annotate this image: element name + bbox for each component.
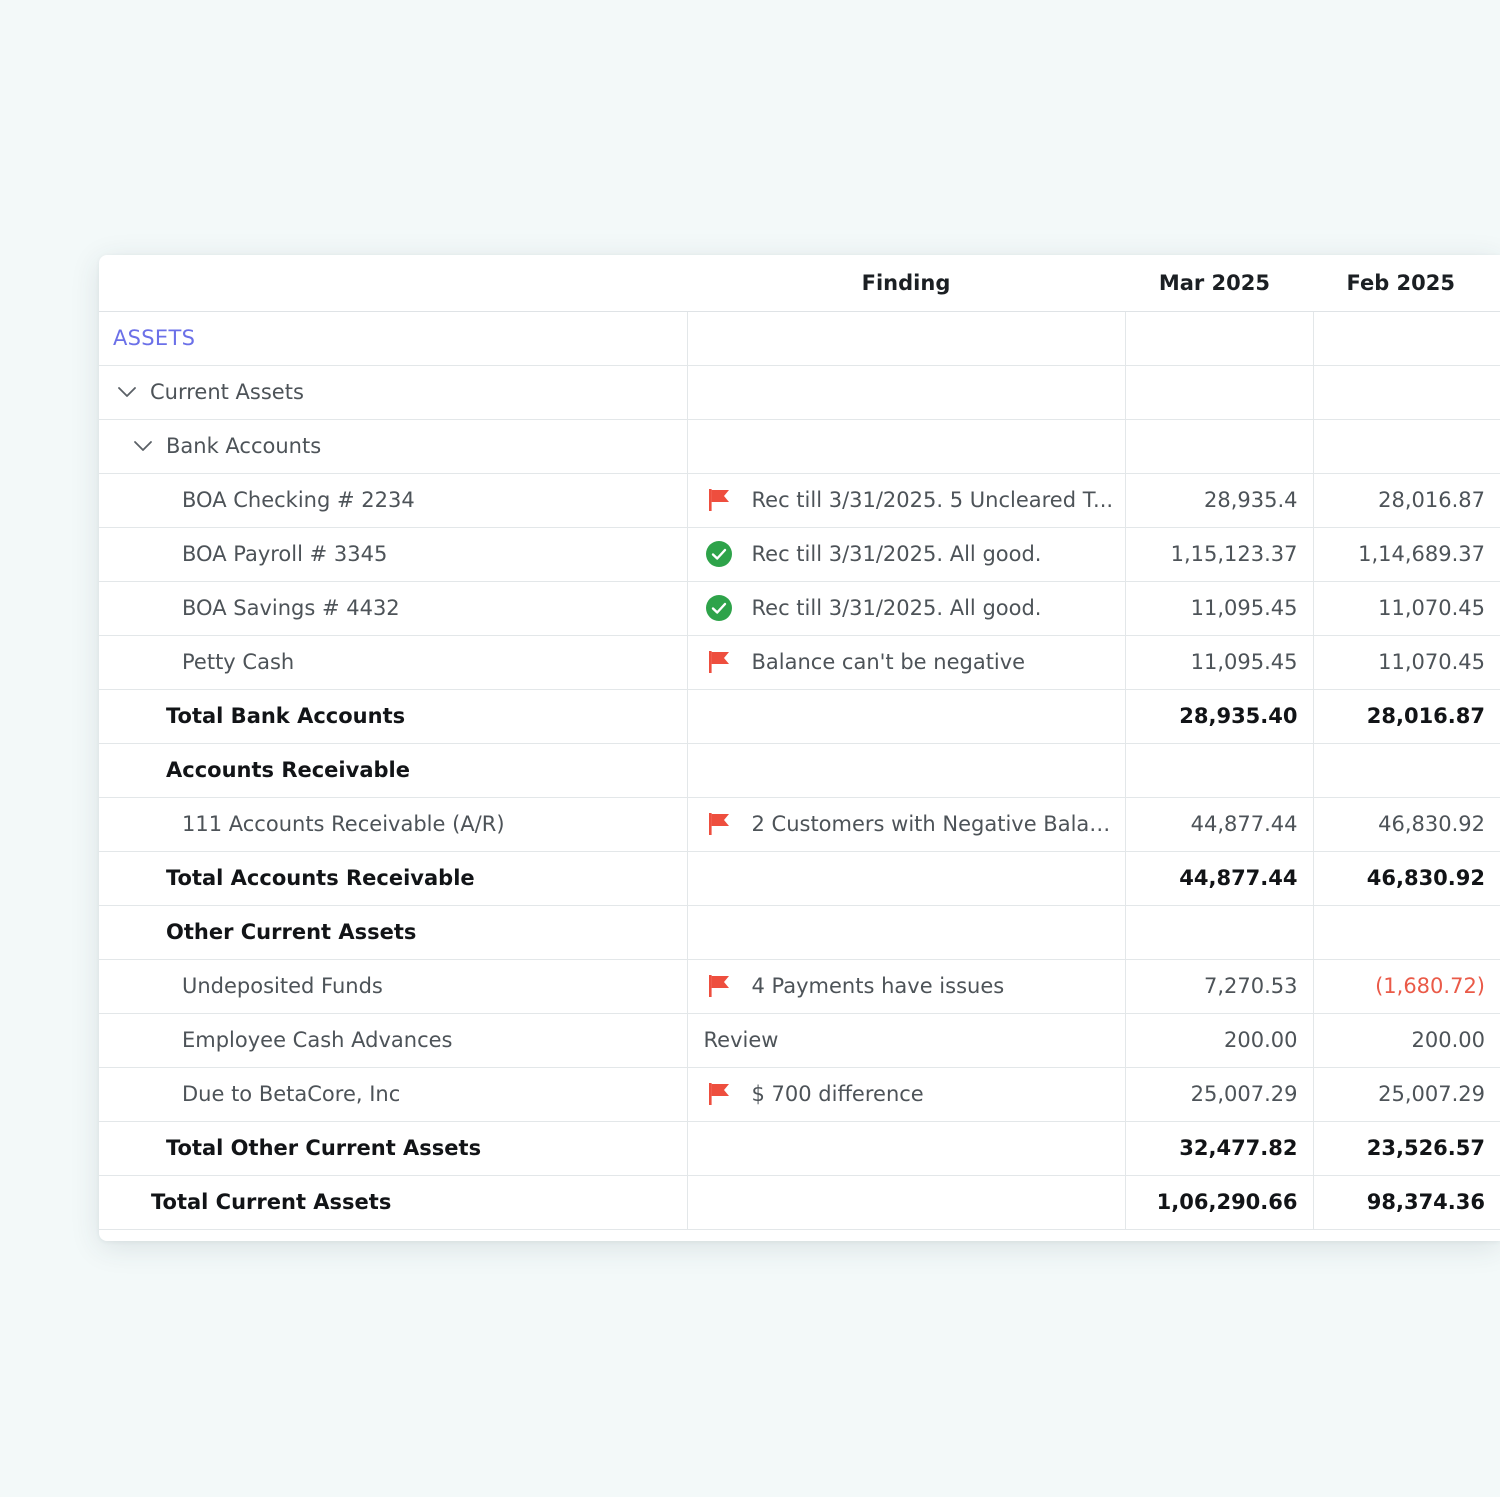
row-label: Total Other Current Assets bbox=[166, 1136, 482, 1160]
review-link[interactable]: Review bbox=[703, 1028, 779, 1052]
row-label[interactable]: 111 Accounts Receivable (A/R) bbox=[182, 812, 505, 836]
row-label: Total Bank Accounts bbox=[166, 704, 406, 728]
value-feb: 11,070.45 bbox=[1312, 635, 1500, 690]
table-row-petty-cash[interactable]: Petty Cash Balance can't be negative 11,… bbox=[99, 635, 1500, 690]
value-mar: 1,15,123.37 bbox=[1124, 527, 1313, 582]
header-mar-2025[interactable]: Mar 2025 bbox=[1125, 255, 1313, 312]
table-row-other-current-assets: Other Current Assets bbox=[99, 905, 1500, 960]
value-feb: 46,830.92 bbox=[1312, 851, 1500, 906]
flag-icon bbox=[706, 811, 732, 837]
value-mar: 11,095.45 bbox=[1124, 635, 1313, 690]
finding-text[interactable]: Balance can't be negative bbox=[751, 650, 1026, 674]
table-row-current-assets[interactable]: Current Assets bbox=[99, 365, 1500, 420]
row-label: Total Current Assets bbox=[151, 1190, 392, 1214]
table-row-assets: ASSETS bbox=[99, 311, 1500, 366]
finding-text[interactable]: 2 Customers with Negative Balan... bbox=[751, 812, 1117, 836]
value-feb: 28,016.87 bbox=[1312, 473, 1500, 528]
row-label[interactable]: Petty Cash bbox=[182, 650, 295, 674]
finding-text[interactable]: Rec till 3/31/2025. 5 Uncleared T... bbox=[751, 488, 1114, 512]
row-label: Total Accounts Receivable bbox=[166, 866, 475, 890]
flag-icon bbox=[706, 1081, 732, 1107]
value-mar: 28,935.4 bbox=[1124, 473, 1313, 528]
row-label[interactable]: Employee Cash Advances bbox=[182, 1028, 453, 1052]
balance-sheet-table: Finding Mar 2025 Feb 2025 ASSETS Current… bbox=[99, 255, 1500, 1230]
section-label-assets: ASSETS bbox=[113, 326, 196, 350]
value-feb: 25,007.29 bbox=[1312, 1067, 1500, 1122]
value-mar: 44,877.44 bbox=[1124, 797, 1313, 852]
value-mar: 44,877.44 bbox=[1124, 851, 1313, 906]
value-feb: 28,016.87 bbox=[1312, 689, 1500, 744]
table-row-due-to-betacore[interactable]: Due to BetaCore, Inc $ 700 difference 25… bbox=[99, 1067, 1500, 1122]
value-feb: 200.00 bbox=[1312, 1013, 1500, 1068]
balance-sheet-card: Finding Mar 2025 Feb 2025 ASSETS Current… bbox=[99, 255, 1500, 1241]
table-row-boa-savings[interactable]: BOA Savings # 4432 Rec till 3/31/2025. A… bbox=[99, 581, 1500, 636]
row-label[interactable]: Due to BetaCore, Inc bbox=[182, 1082, 401, 1106]
value-mar: 1,06,290.66 bbox=[1124, 1175, 1313, 1230]
row-label[interactable]: BOA Savings # 4432 bbox=[182, 596, 400, 620]
finding-text[interactable]: $ 700 difference bbox=[751, 1082, 924, 1106]
header-feb-2025[interactable]: Feb 2025 bbox=[1313, 255, 1500, 312]
finding-text[interactable]: Rec till 3/31/2025. All good. bbox=[751, 596, 1042, 620]
check-circle-icon bbox=[705, 595, 732, 621]
table-row-total-current-assets: Total Current Assets 1,06,290.66 98,374.… bbox=[99, 1175, 1500, 1230]
table-row-total-bank-accounts: Total Bank Accounts 28,935.40 28,016.87 bbox=[99, 689, 1500, 744]
row-label: Current Assets bbox=[150, 380, 304, 404]
value-feb: 11,070.45 bbox=[1312, 581, 1500, 636]
value-feb: 1,14,689.37 bbox=[1312, 527, 1500, 582]
value-mar: 25,007.29 bbox=[1124, 1067, 1313, 1122]
value-feb: 46,830.92 bbox=[1312, 797, 1500, 852]
table-row-accounts-receivable: Accounts Receivable bbox=[99, 743, 1500, 798]
header-account bbox=[99, 255, 687, 312]
table-row-111-accounts-receivable[interactable]: 111 Accounts Receivable (A/R) 2 Customer… bbox=[99, 797, 1500, 852]
flag-icon bbox=[706, 487, 732, 513]
finding-text[interactable]: 4 Payments have issues bbox=[751, 974, 1005, 998]
row-label: Bank Accounts bbox=[166, 434, 322, 458]
table-row-bank-accounts[interactable]: Bank Accounts bbox=[99, 419, 1500, 474]
finding-text[interactable]: Rec till 3/31/2025. All good. bbox=[751, 542, 1042, 566]
chevron-down-icon[interactable] bbox=[117, 382, 137, 402]
row-label: Accounts Receivable bbox=[166, 758, 410, 782]
value-mar: 200.00 bbox=[1124, 1013, 1313, 1068]
value-mar: 11,095.45 bbox=[1124, 581, 1313, 636]
row-label[interactable]: Undeposited Funds bbox=[182, 974, 383, 998]
table-row-total-accounts-receivable: Total Accounts Receivable 44,877.44 46,8… bbox=[99, 851, 1500, 906]
table-header-row: Finding Mar 2025 Feb 2025 bbox=[99, 255, 1500, 312]
value-feb-negative: (1,680.72) bbox=[1312, 959, 1500, 1014]
flag-icon bbox=[706, 973, 732, 999]
value-mar: 32,477.82 bbox=[1124, 1121, 1313, 1176]
table-row-boa-payroll[interactable]: BOA Payroll # 3345 Rec till 3/31/2025. A… bbox=[99, 527, 1500, 582]
flag-icon bbox=[706, 649, 732, 675]
row-label: Other Current Assets bbox=[166, 920, 417, 944]
table-row-total-other-current-assets: Total Other Current Assets 32,477.82 23,… bbox=[99, 1121, 1500, 1176]
table-row-undeposited-funds[interactable]: Undeposited Funds 4 Payments have issues… bbox=[99, 959, 1500, 1014]
check-circle-icon bbox=[705, 541, 732, 567]
value-feb: 23,526.57 bbox=[1312, 1121, 1500, 1176]
table-row-boa-checking[interactable]: BOA Checking # 2234 Rec till 3/31/2025. … bbox=[99, 473, 1500, 528]
chevron-down-icon[interactable] bbox=[133, 436, 153, 456]
row-label[interactable]: BOA Payroll # 3345 bbox=[182, 542, 388, 566]
value-mar: 28,935.40 bbox=[1124, 689, 1313, 744]
header-finding[interactable]: Finding bbox=[687, 255, 1125, 312]
value-feb: 98,374.36 bbox=[1312, 1175, 1500, 1230]
row-label[interactable]: BOA Checking # 2234 bbox=[182, 488, 415, 512]
table-row-employee-cash-advances[interactable]: Employee Cash Advances Review 200.00 200… bbox=[99, 1013, 1500, 1068]
value-mar: 7,270.53 bbox=[1124, 959, 1313, 1014]
